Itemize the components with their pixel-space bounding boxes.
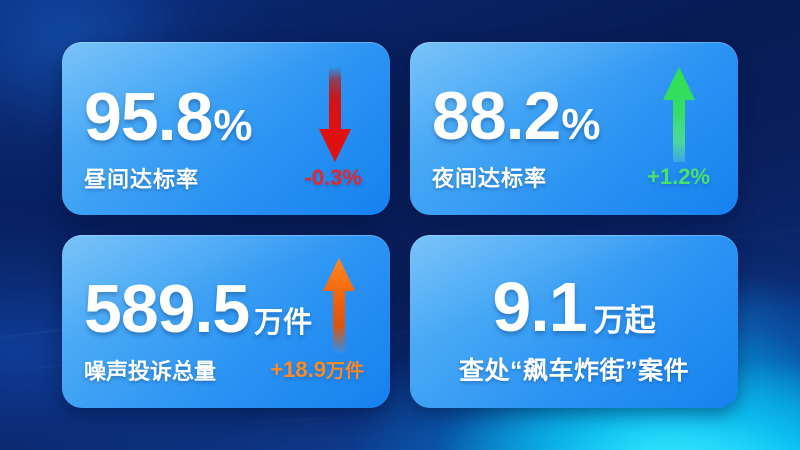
stat-label: 查处“飙车炸街”案件 [458, 356, 689, 385]
stat-delta-number: +18.9 [270, 357, 326, 382]
stat-value: 9.1 万起 [492, 272, 655, 342]
stat-value-row: 88.2 % [432, 64, 716, 162]
stat-label: 昼间达标率 [84, 166, 200, 192]
arrow-up-icon [322, 257, 356, 353]
arrow-down-icon [318, 66, 352, 163]
stat-label-row: 夜间达标率 +1.2% [432, 160, 716, 194]
stat-value: 95.8 % [84, 78, 252, 155]
stat-value-unit: % [561, 99, 600, 149]
stat-label: 噪声投诉总量 [84, 358, 217, 384]
stat-card-noise-complaints-total[interactable]: 589.5 万件 [62, 235, 390, 408]
stat-label: 夜间达标率 [432, 165, 548, 191]
stat-value-number: 9.1 [492, 267, 587, 346]
stat-value-row: 9.1 万起 [492, 258, 655, 342]
stat-card-grid: 95.8 % [62, 42, 738, 408]
stat-value-number: 88.2 [432, 77, 561, 154]
stat-value-unit: 万起 [593, 302, 656, 338]
stat-card-daytime-compliance-rate[interactable]: 95.8 % [62, 42, 390, 215]
stat-value-row: 95.8 % [84, 63, 368, 162]
stat-value-number: 95.8 [84, 78, 213, 155]
stat-delta: +1.2% [647, 163, 710, 189]
stat-label-row: 噪声投诉总量 +18.9万件 [84, 353, 368, 387]
stat-card-street-racing-cases[interactable]: 9.1 万起 查处“飙车炸街”案件 [410, 235, 738, 408]
stat-value: 589.5 万件 [84, 275, 312, 343]
stat-label-row: 查处“飙车炸街”案件 [459, 352, 689, 386]
stat-label-row: 昼间达标率 -0.3% [84, 161, 368, 195]
arrow-up-icon [662, 66, 696, 162]
stat-value-number: 589.5 [84, 270, 250, 347]
stat-value-unit: 万件 [254, 306, 313, 339]
background-streak [120, 407, 520, 430]
stat-value: 88.2 % [432, 77, 600, 154]
stat-delta-unit: 万件 [325, 361, 364, 382]
stat-value-row: 589.5 万件 [84, 257, 368, 353]
stat-delta: -0.3% [304, 164, 362, 190]
stat-card-nighttime-compliance-rate[interactable]: 88.2 % [410, 42, 738, 215]
stat-delta: +18.9万件 [270, 356, 364, 383]
stat-value-unit: % [213, 100, 252, 150]
